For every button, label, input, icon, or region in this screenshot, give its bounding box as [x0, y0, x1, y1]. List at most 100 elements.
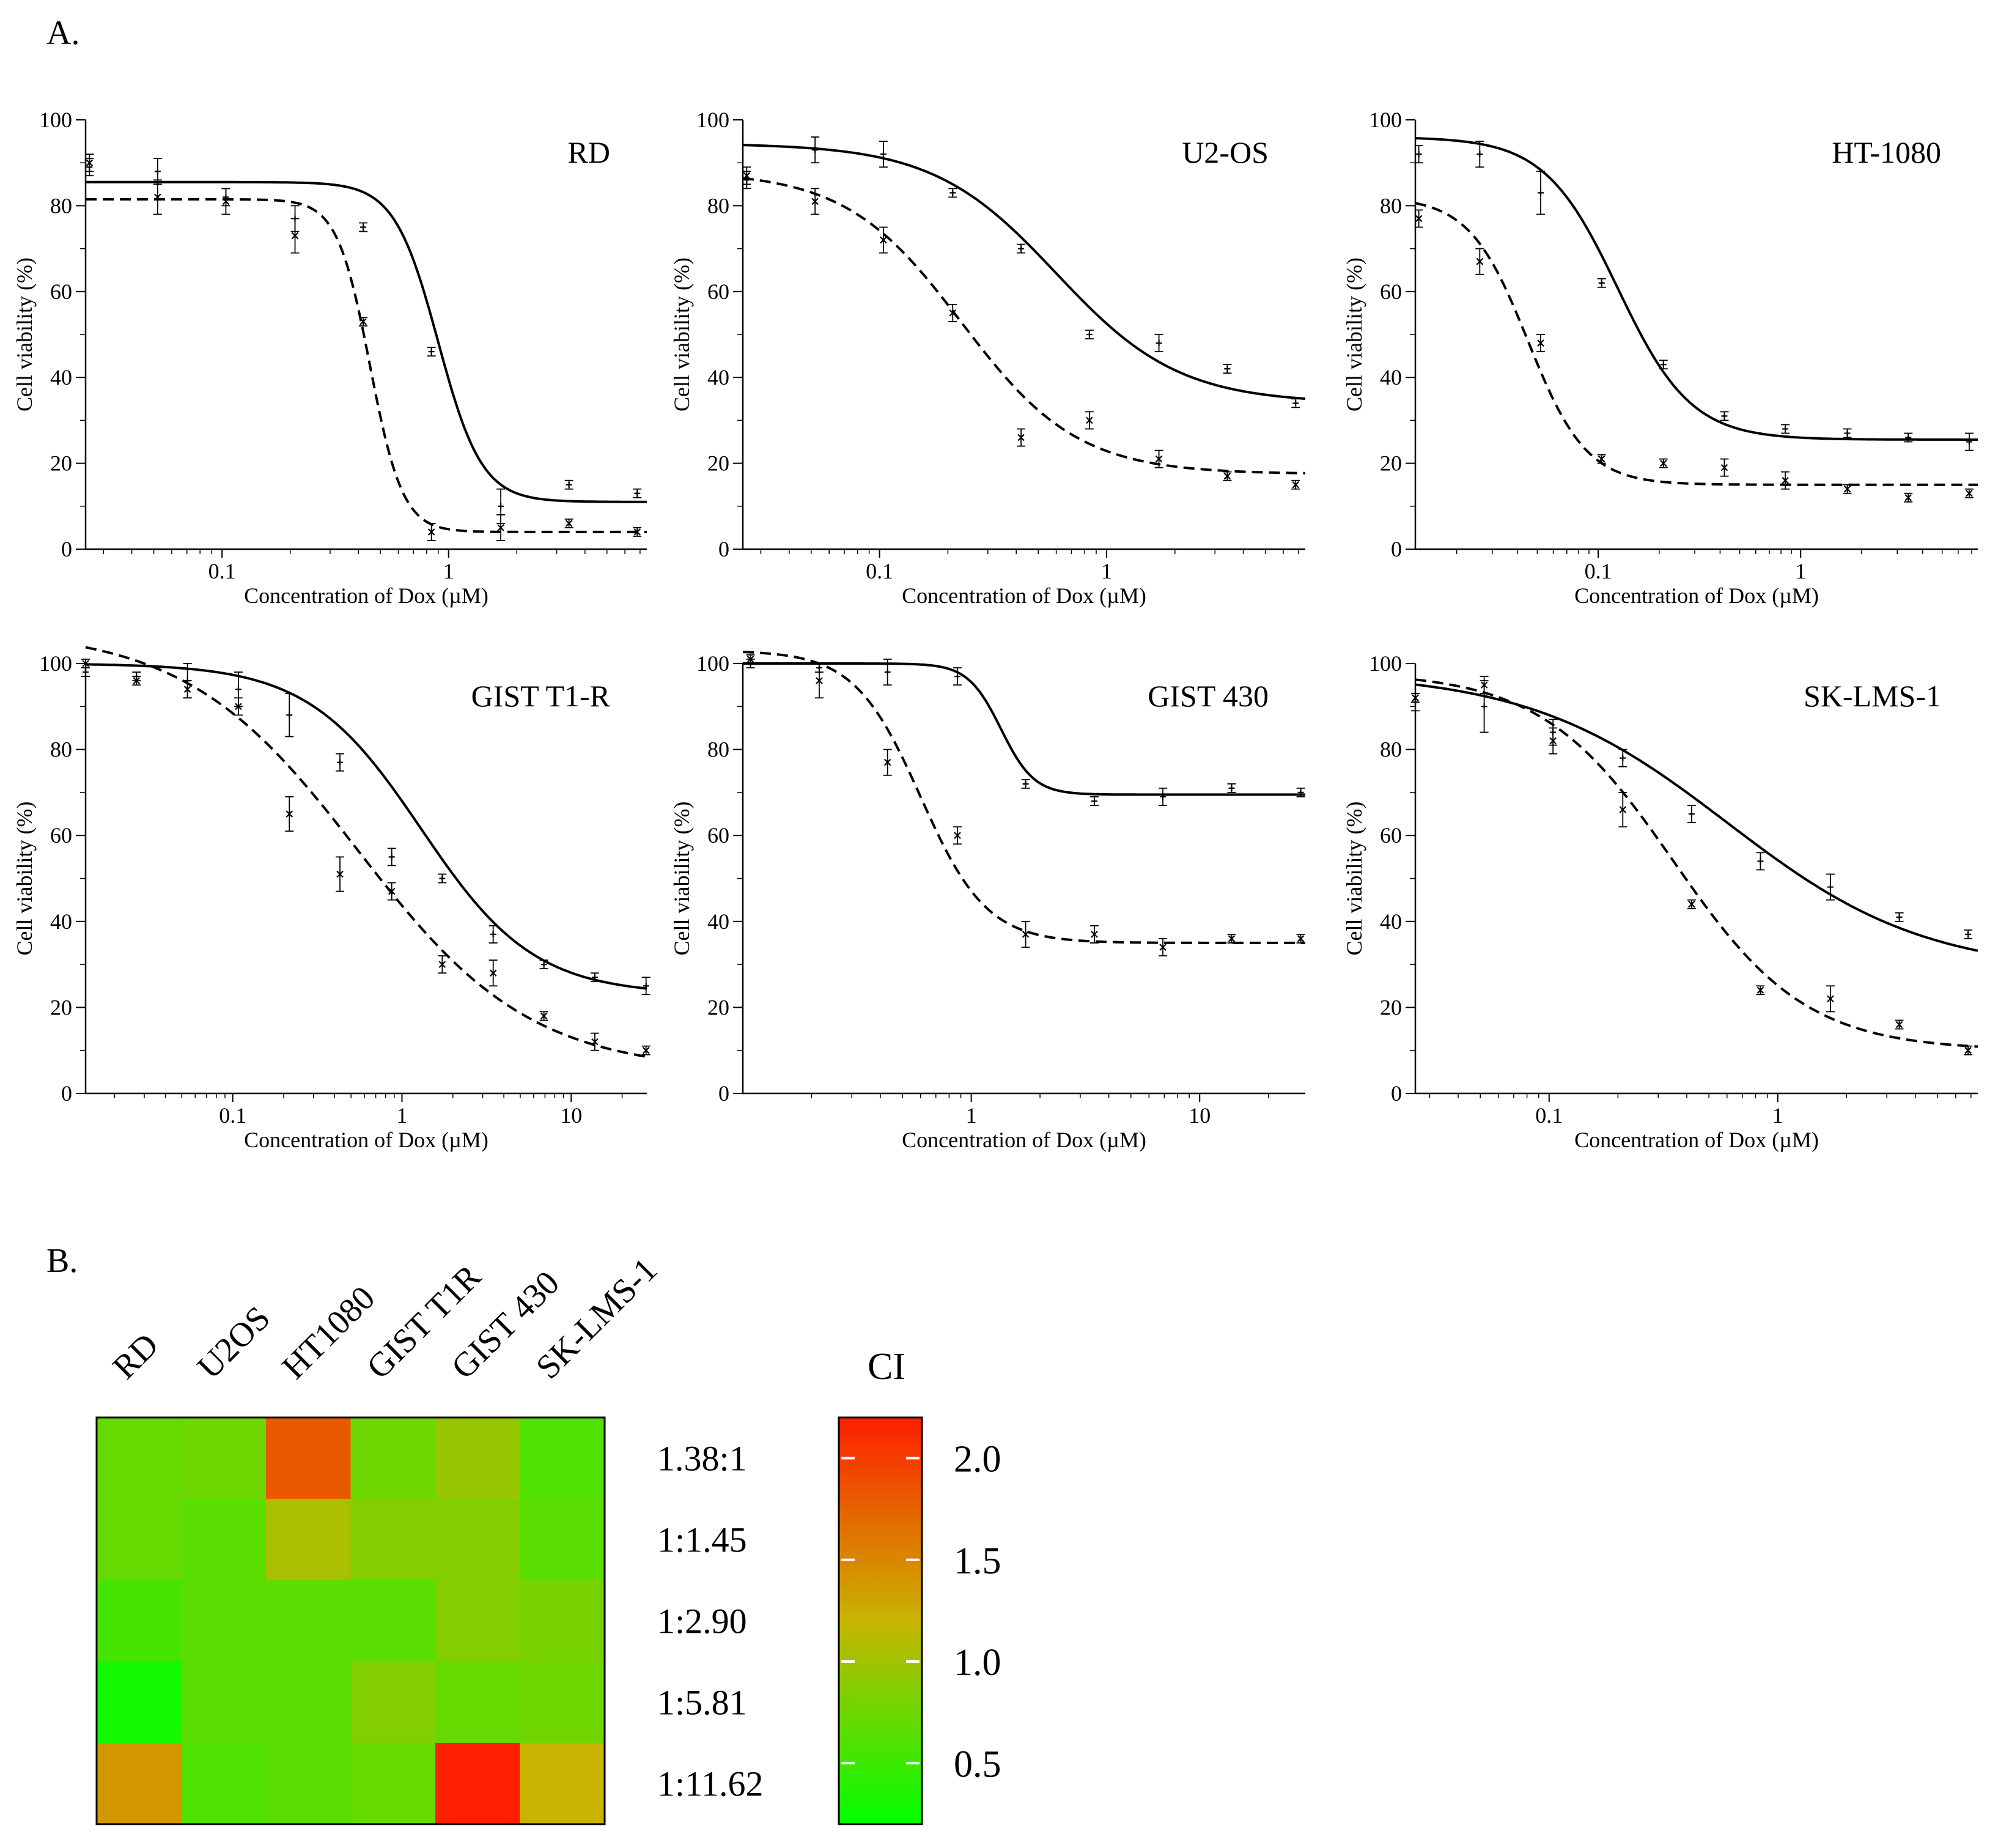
heatmap-cell	[350, 1417, 436, 1499]
x-tick-label: 0.1	[219, 1103, 246, 1128]
data-point	[633, 528, 641, 536]
ci-colorbar: 2.0 1.5 1.0 0.5 CI	[838, 1346, 1001, 1825]
heatmap-cell	[97, 1417, 182, 1499]
heatmap-cell	[435, 1661, 521, 1743]
heatmap-cell	[181, 1580, 267, 1662]
x-tick-label: 0.1	[1585, 559, 1612, 583]
plot-title: U2-OS	[1182, 135, 1269, 169]
heatmap-column-label: RD	[106, 1326, 166, 1386]
x-tick-label: 1	[396, 1103, 407, 1128]
data-point	[83, 669, 89, 676]
x-tick-label: 10	[560, 1103, 582, 1128]
heatmap-cell	[97, 1661, 182, 1743]
heatmap-cell	[97, 1499, 182, 1581]
y-tick-label: 60	[50, 823, 72, 848]
data-point	[1619, 806, 1627, 813]
data-point	[591, 974, 598, 981]
heatmap-cell	[181, 1417, 267, 1499]
data-point	[540, 961, 547, 968]
y-axis-label: Cell viability (%)	[1342, 257, 1366, 412]
data-point	[1782, 426, 1789, 432]
x-tick-label: 10	[1189, 1103, 1211, 1128]
heatmap-cell	[266, 1743, 352, 1825]
y-tick-label: 20	[707, 995, 729, 1019]
data-point	[183, 686, 191, 693]
y-axis-label: Cell viability (%)	[12, 257, 37, 412]
data-point	[1292, 400, 1299, 407]
heatmap-row-label: 1:2.90	[657, 1602, 747, 1641]
fit-curve-dashed	[1415, 202, 1978, 486]
y-tick-label: 80	[50, 737, 72, 762]
y-tick-label: 100	[1369, 108, 1402, 132]
x-tick-label: 1	[966, 1103, 977, 1128]
fit-curve-dashed	[1415, 678, 1978, 1048]
data-point	[954, 673, 961, 680]
x-axis-label: Concentration of Dox (µM)	[902, 1128, 1146, 1152]
data-point	[360, 224, 367, 231]
x-tick-label: 1	[1795, 559, 1806, 583]
y-tick-label: 60	[50, 279, 72, 304]
data-point	[235, 686, 241, 693]
y-tick-label: 100	[696, 108, 729, 132]
data-point	[1228, 785, 1235, 791]
heatmap-border	[95, 1416, 606, 1825]
y-tick-label: 20	[50, 995, 72, 1019]
x-axis-label: Concentration of Dox (µM)	[244, 583, 488, 608]
data-point	[337, 759, 344, 766]
y-axis-label: Cell viability (%)	[669, 802, 694, 956]
data-point	[1688, 900, 1695, 908]
x-axis-label: Concentration of Dox (µM)	[244, 1128, 488, 1152]
data-point	[1827, 884, 1834, 890]
heatmap-cell	[435, 1417, 521, 1499]
data-point	[388, 887, 396, 895]
y-tick-label: 100	[39, 108, 72, 132]
plot-title: GIST T1-R	[471, 679, 611, 713]
colorbar-title: CI	[868, 1346, 905, 1388]
data-point	[1415, 215, 1423, 223]
data-point	[743, 172, 751, 180]
heatmap-cell	[435, 1743, 521, 1825]
data-point	[1598, 279, 1605, 286]
data-point	[1480, 681, 1488, 689]
plot-title: SK-LMS-1	[1804, 679, 1941, 713]
data-point	[1022, 931, 1030, 938]
heatmap-column-label: U2OS	[190, 1299, 278, 1386]
series-dashed	[1414, 202, 1978, 503]
data-point	[1757, 858, 1764, 865]
y-tick-label: 80	[707, 737, 729, 762]
data-point	[880, 151, 887, 158]
data-point	[1091, 797, 1098, 804]
y-tick-label: 0	[718, 537, 729, 561]
data-point	[1964, 1046, 1972, 1054]
series-dashed	[742, 651, 1305, 956]
plot-5: 0 20 40 60 80 100 1 10 Concentration of Dox (µM)…	[669, 651, 1305, 1152]
data-point	[1160, 793, 1167, 800]
data-point	[949, 190, 956, 196]
data-point	[498, 503, 504, 509]
data-point	[816, 677, 823, 684]
data-point	[497, 524, 504, 531]
x-axis-label: Concentration of Dox (µM)	[902, 583, 1146, 608]
data-point	[1904, 493, 1912, 501]
series-dashed	[1411, 676, 1978, 1055]
data-point	[1965, 931, 1972, 937]
data-point	[1659, 459, 1667, 467]
colorbar-tick-label: 1.0	[954, 1642, 1001, 1684]
data-point	[222, 198, 230, 205]
heatmap-cell	[520, 1417, 605, 1499]
y-tick-label: 100	[696, 651, 729, 676]
data-point	[154, 193, 161, 201]
heatmap-column-label: SK-LMS-1	[529, 1251, 665, 1386]
data-point	[1721, 413, 1728, 419]
data-point	[1086, 416, 1093, 424]
heatmap-cell	[350, 1661, 436, 1743]
x-tick-label: 0.1	[866, 559, 893, 583]
data-point	[133, 677, 141, 684]
data-point	[1895, 1021, 1903, 1029]
y-tick-label: 40	[1380, 365, 1402, 390]
data-point	[388, 854, 395, 860]
heatmap-cell	[266, 1417, 352, 1499]
